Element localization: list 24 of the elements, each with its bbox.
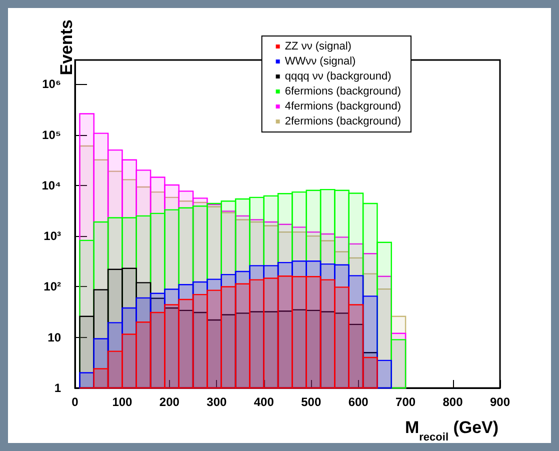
legend-label: 6fermions (background) bbox=[284, 86, 402, 98]
y-tick-label: 10 bbox=[48, 330, 62, 344]
legend-label: qqqq νν (background) bbox=[284, 70, 392, 82]
legend-label: 2fermions (background) bbox=[284, 116, 402, 128]
x-tick-label: 400 bbox=[254, 395, 274, 409]
legend-label: WWνν (signal) bbox=[284, 56, 356, 68]
x-tick-label: 700 bbox=[396, 395, 416, 409]
y-tick-label: 10⁴ bbox=[42, 178, 62, 192]
y-tick-label: 10⁵ bbox=[42, 128, 61, 142]
y-tick-label: 10³ bbox=[44, 229, 62, 244]
y-axis-title: Events bbox=[57, 20, 76, 76]
legend-label: ZZ νν (signal) bbox=[284, 40, 352, 52]
x-tick-label: 300 bbox=[206, 395, 227, 409]
x-tick-label: 800 bbox=[442, 395, 464, 409]
x-tick-label: 100 bbox=[112, 395, 133, 409]
y-tick-label: 10⁶ bbox=[42, 77, 61, 92]
x-tick-label: 0 bbox=[72, 395, 79, 409]
y-tick-label: 10² bbox=[44, 280, 62, 294]
legend-label: 4fermions (background) bbox=[284, 100, 402, 112]
x-tick-label: 600 bbox=[348, 395, 369, 409]
x-tick-label: 200 bbox=[159, 395, 180, 409]
y-tick-label: 1 bbox=[54, 381, 62, 395]
x-tick-label: 500 bbox=[301, 395, 322, 409]
x-tick-label: 900 bbox=[490, 395, 510, 409]
